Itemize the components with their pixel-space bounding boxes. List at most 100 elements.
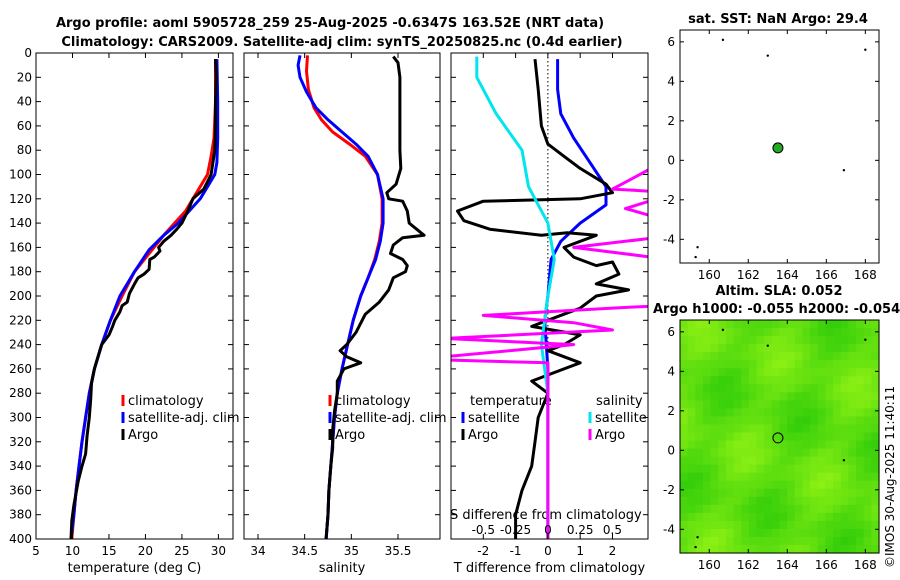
coast-dot <box>696 536 699 539</box>
heat-cell <box>764 336 773 345</box>
heat-cell <box>710 480 719 490</box>
heat-cell <box>771 488 781 498</box>
y-tick-label: 100 <box>9 168 32 182</box>
heat-cell <box>733 328 742 337</box>
heat-cell <box>695 352 704 361</box>
map-x-tick-label: 168 <box>854 558 877 572</box>
heat-cell <box>817 512 827 522</box>
map-y-tick-label: -2 <box>663 483 675 497</box>
heat-cell <box>771 376 781 385</box>
map-y-tick-label: 6 <box>667 325 675 339</box>
heat-cell <box>810 360 819 369</box>
argo-position-marker <box>772 142 784 154</box>
heat-cell <box>833 456 842 466</box>
heat-cell <box>779 480 788 490</box>
heat-cell <box>787 512 796 522</box>
heat-cell <box>825 392 834 401</box>
heat-cell <box>871 472 880 482</box>
heat-cell <box>779 408 788 418</box>
heat-cell <box>840 456 849 466</box>
heat-cell <box>871 424 880 434</box>
heat-cell <box>680 416 689 426</box>
heat-cell <box>856 384 865 393</box>
heat-cell <box>718 456 727 466</box>
heat-cell <box>748 392 758 401</box>
heat-cell <box>817 360 827 369</box>
heat-cell <box>764 528 773 538</box>
map-x-tick-label: 162 <box>737 558 760 572</box>
heat-cell <box>710 456 719 466</box>
heat-cell <box>863 400 872 409</box>
heat-cell <box>710 520 719 530</box>
y-tick-label: 260 <box>9 362 32 376</box>
map-x-tick-label: 160 <box>698 558 721 572</box>
heat-cell <box>764 352 773 361</box>
differences-series-t-argo <box>456 58 631 539</box>
heat-cell <box>741 384 750 393</box>
heat-cell <box>794 400 804 409</box>
legend-0-1-label: satellite-adj. clim <box>128 411 240 426</box>
heat-cell <box>741 512 750 522</box>
heat-cell <box>817 440 827 450</box>
heat-cell <box>833 480 842 490</box>
top-tick-label: -0.25 <box>500 523 531 537</box>
top-tick-label: -0.5 <box>472 523 495 537</box>
heat-cell <box>825 456 834 466</box>
heat-cell <box>725 376 735 385</box>
heat-cell <box>725 416 735 426</box>
sst-map-title: sat. SST: NaN Argo: 29.4 <box>688 12 868 27</box>
heat-cell <box>771 336 781 345</box>
heat-cell <box>802 408 811 418</box>
heat-cell <box>695 320 704 329</box>
legend-1-0-label: climatology <box>335 394 411 409</box>
heat-cell <box>695 504 704 514</box>
heat-cell <box>748 512 758 522</box>
heat-cell <box>680 352 689 361</box>
heat-cell <box>787 448 796 458</box>
heat-cell <box>840 408 849 418</box>
heat-cell <box>764 496 773 506</box>
heat-cell <box>771 520 781 530</box>
heat-cell <box>725 544 735 554</box>
heat-cell <box>710 360 719 369</box>
heat-cell <box>856 320 865 329</box>
heat-cell <box>741 456 750 466</box>
coast-dot <box>694 255 697 259</box>
y-tick-label: 160 <box>9 240 32 254</box>
heat-cell <box>848 536 857 546</box>
heat-cell <box>710 424 719 434</box>
heat-cell <box>802 480 811 490</box>
heat-cell <box>756 456 765 466</box>
map-y-tick-label: 2 <box>667 114 675 128</box>
x-tick-label: 30 <box>211 544 226 558</box>
heat-cell <box>741 376 750 385</box>
heat-cell <box>802 416 811 426</box>
heat-cell <box>771 416 781 426</box>
heat-cell <box>695 456 704 466</box>
heat-cell <box>802 376 811 385</box>
heat-cell <box>871 536 880 546</box>
heat-cell <box>856 416 865 426</box>
legend-s-argo-label: Argo <box>595 428 625 443</box>
legend-0-0-label: climatology <box>128 394 204 409</box>
coast-dot <box>842 458 846 462</box>
heat-cell <box>810 416 819 426</box>
heat-cell <box>779 344 788 353</box>
coast-dot <box>721 38 725 42</box>
heat-cell <box>848 360 857 369</box>
y-tick-label: 300 <box>9 411 32 425</box>
heat-cell <box>748 360 758 369</box>
heat-cell <box>741 464 750 474</box>
heat-cell <box>718 336 727 345</box>
heat-cell <box>771 512 781 522</box>
heat-cell <box>702 368 712 377</box>
heat-cell <box>833 368 842 377</box>
heat-cell <box>741 496 750 506</box>
heat-cell <box>710 416 719 426</box>
heat-cell <box>817 392 827 401</box>
heat-cell <box>702 384 712 393</box>
heat-cell <box>680 424 689 434</box>
heat-cell <box>725 408 735 418</box>
map-y-tick-label: 6 <box>667 35 675 49</box>
heat-cell <box>810 320 819 329</box>
